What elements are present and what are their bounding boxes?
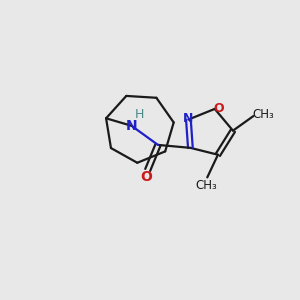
Text: H: H [135,108,144,121]
Text: CH₃: CH₃ [195,179,217,192]
Text: N: N [183,112,194,124]
Text: O: O [140,170,152,184]
Text: N: N [126,119,137,133]
Text: O: O [213,102,224,116]
Text: CH₃: CH₃ [253,108,274,121]
